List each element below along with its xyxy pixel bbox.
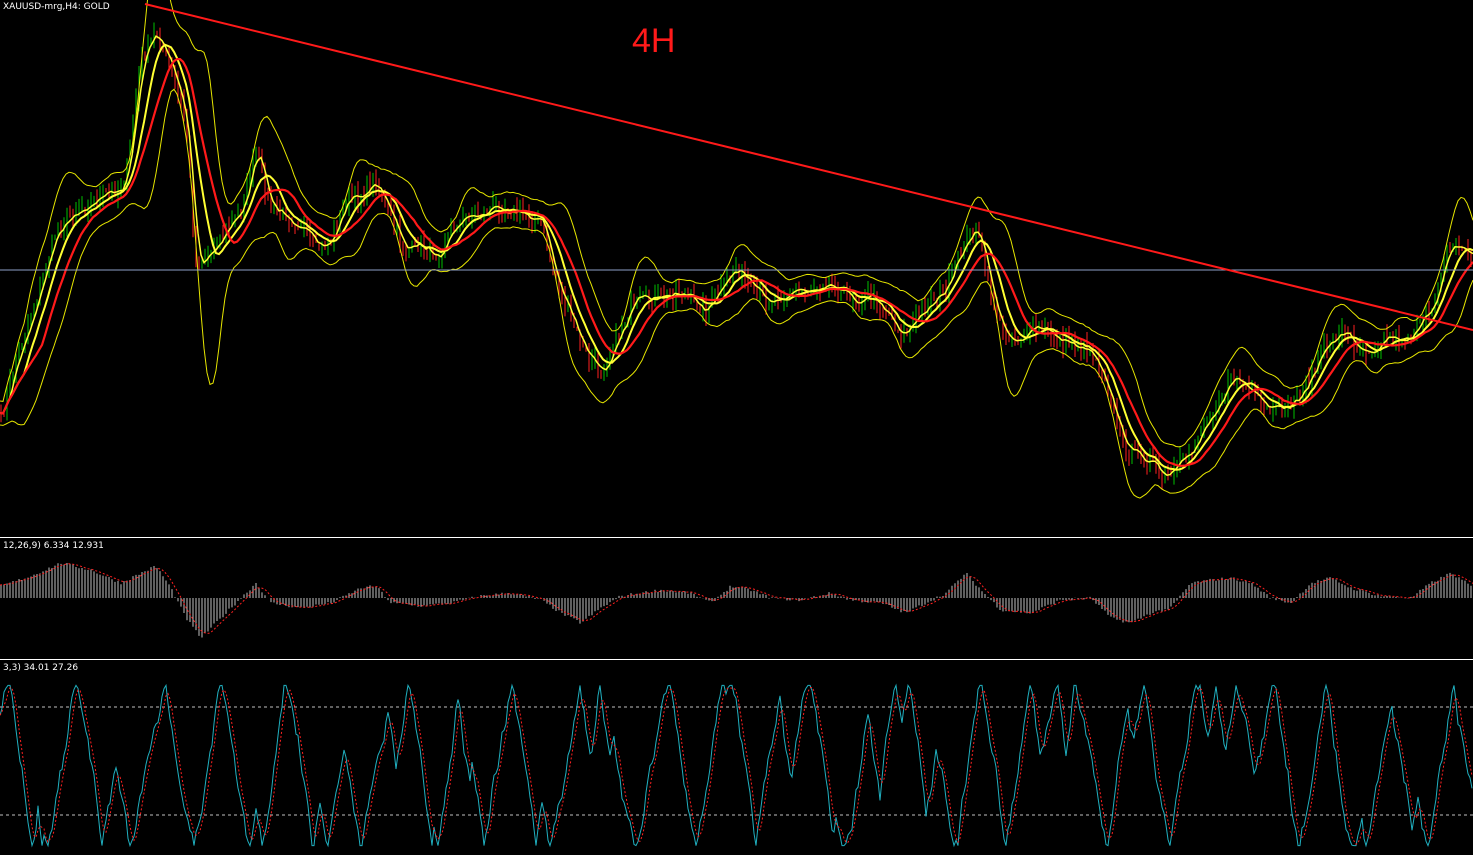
pane-separator[interactable]	[0, 537, 1473, 538]
fast-moving-average	[0, 35, 1473, 477]
macd-label: 12,26,9) 6.334 12.931	[3, 541, 104, 551]
stochastic-main-line	[0, 683, 1473, 848]
bollinger-upper-band	[0, 0, 1473, 448]
symbol-label: XAUUSD-mrg,H4: GOLD	[3, 2, 110, 12]
slow-moving-average	[0, 57, 1473, 467]
price-chart-svg	[0, 0, 1473, 499]
macd-svg	[0, 563, 1473, 638]
pane-separator[interactable]	[0, 659, 1473, 660]
stochastic-pane[interactable]: 3,3) 34.01 27.26	[0, 661, 1473, 855]
macd-pane[interactable]: 12,26,9) 6.334 12.931	[0, 539, 1473, 659]
stochastic-signal-line	[0, 686, 1473, 846]
macd-signal-line	[0, 563, 1473, 635]
stochastic-svg	[0, 683, 1473, 848]
timeframe-annotation: 4H	[632, 22, 676, 60]
bollinger-lower-band	[0, 88, 1473, 499]
mid-moving-average	[0, 43, 1473, 471]
trendline	[144, 3, 1473, 331]
price-chart-pane[interactable]: XAUUSD-mrg,H4: GOLD 4H	[0, 0, 1473, 537]
stochastic-label: 3,3) 34.01 27.26	[3, 663, 79, 673]
